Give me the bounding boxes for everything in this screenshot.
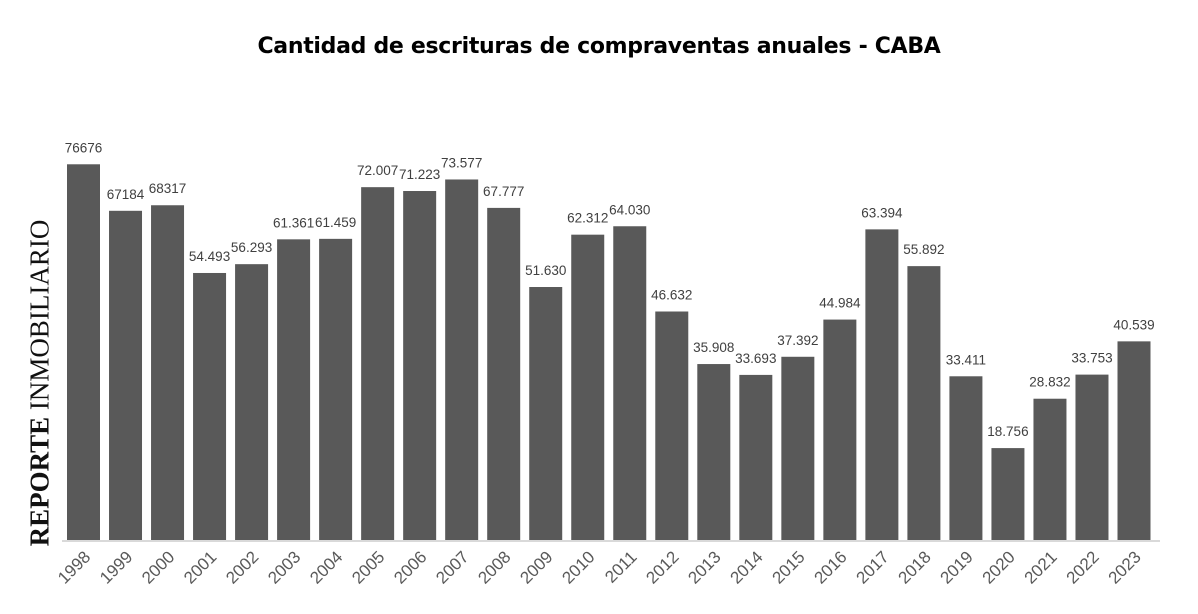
bar-1998 <box>67 164 100 540</box>
x-tick-label-2007: 2007 <box>432 547 472 587</box>
x-tick-label-2023: 2023 <box>1105 547 1145 587</box>
x-tick-label-2004: 2004 <box>306 547 346 587</box>
bar-2013 <box>697 364 731 540</box>
x-tick-label-2020: 2020 <box>979 547 1019 587</box>
data-label-2017: 63.394 <box>861 205 903 220</box>
bar-2020 <box>991 448 1025 540</box>
data-label-2021: 28.832 <box>1029 375 1070 390</box>
bar-2010 <box>571 234 605 540</box>
bar-2000 <box>151 205 185 540</box>
bar-2001 <box>193 272 227 540</box>
bar-2023 <box>1117 341 1151 540</box>
bar-2003 <box>277 239 311 540</box>
x-tick-label-2011: 2011 <box>601 547 640 586</box>
bar-2018 <box>907 266 941 540</box>
x-tick-label-2012: 2012 <box>642 547 682 587</box>
x-tick-label-2001: 2001 <box>180 547 220 587</box>
data-label-2004: 61.459 <box>315 215 356 230</box>
data-label-2023: 40.539 <box>1113 317 1154 332</box>
data-label-2013: 35.908 <box>693 340 734 355</box>
data-label-2006: 71.223 <box>399 167 440 182</box>
chart-title: Cantidad de escrituras de compraventas a… <box>257 34 941 59</box>
x-tick-label-1998: 1998 <box>54 547 94 587</box>
x-tick-label-2005: 2005 <box>348 547 388 587</box>
x-tick-label-2015: 2015 <box>768 547 808 587</box>
x-tick-label-2018: 2018 <box>895 547 935 587</box>
x-tick-label-2003: 2003 <box>264 547 304 587</box>
x-tick-label-2000: 2000 <box>138 547 178 587</box>
x-tick-label-2002: 2002 <box>222 547 262 587</box>
x-tick-label-2006: 2006 <box>390 547 430 587</box>
data-label-2012: 46.632 <box>651 288 692 303</box>
data-label-2003: 61.361 <box>273 215 314 230</box>
data-label-2011: 64.030 <box>609 202 650 217</box>
data-label-2019: 33.411 <box>946 352 986 367</box>
data-label-2007: 73.577 <box>441 155 482 170</box>
data-label-2022: 33.753 <box>1071 351 1112 366</box>
data-label-2009: 51.630 <box>525 263 566 278</box>
bar-2002 <box>235 264 269 540</box>
bar-1999 <box>109 210 143 540</box>
bar-2009 <box>529 287 563 540</box>
bar-2022 <box>1075 374 1109 540</box>
data-label-2000: 68317 <box>149 181 187 196</box>
data-label-2010: 62.312 <box>567 211 608 226</box>
data-label-2016: 44.984 <box>819 296 861 311</box>
data-label-2015: 37.392 <box>777 333 818 348</box>
x-tick-label-2019: 2019 <box>937 547 977 587</box>
data-label-1998: 76676 <box>65 140 103 155</box>
bar-2011 <box>613 226 647 541</box>
bar-2006 <box>403 191 437 540</box>
x-tick-label-2008: 2008 <box>474 547 514 587</box>
data-label-2020: 18.756 <box>987 424 1028 439</box>
x-tick-label-2010: 2010 <box>558 547 598 587</box>
x-tick-label-1999: 1999 <box>96 547 136 587</box>
bar-2005 <box>361 187 395 540</box>
bar-2016 <box>823 319 857 540</box>
bar-2014 <box>739 374 773 540</box>
bar-2015 <box>781 356 815 540</box>
data-label-2002: 56.293 <box>231 240 272 255</box>
data-label-2018: 55.892 <box>903 242 944 257</box>
bar-2021 <box>1033 398 1067 540</box>
x-tick-label-2021: 2021 <box>1021 547 1061 587</box>
data-label-2008: 67.777 <box>483 184 524 199</box>
x-tick-label-2016: 2016 <box>811 547 851 587</box>
bar-2004 <box>319 238 353 541</box>
bar-2008 <box>487 207 521 540</box>
data-label-2014: 33.693 <box>735 351 776 366</box>
x-tick-label-2009: 2009 <box>516 547 556 587</box>
x-tick-label-2022: 2022 <box>1063 547 1103 587</box>
x-tick-label-2013: 2013 <box>684 547 724 587</box>
bar-2012 <box>655 311 689 540</box>
data-label-2001: 54.493 <box>189 249 230 264</box>
data-label-2005: 72.007 <box>357 163 398 178</box>
bar-2019 <box>949 376 983 540</box>
data-label-1999: 67184 <box>107 187 145 202</box>
bar-2007 <box>445 179 479 540</box>
x-tick-label-2017: 2017 <box>853 547 893 587</box>
bar-2017 <box>865 229 899 541</box>
x-tick-label-2014: 2014 <box>726 547 766 587</box>
